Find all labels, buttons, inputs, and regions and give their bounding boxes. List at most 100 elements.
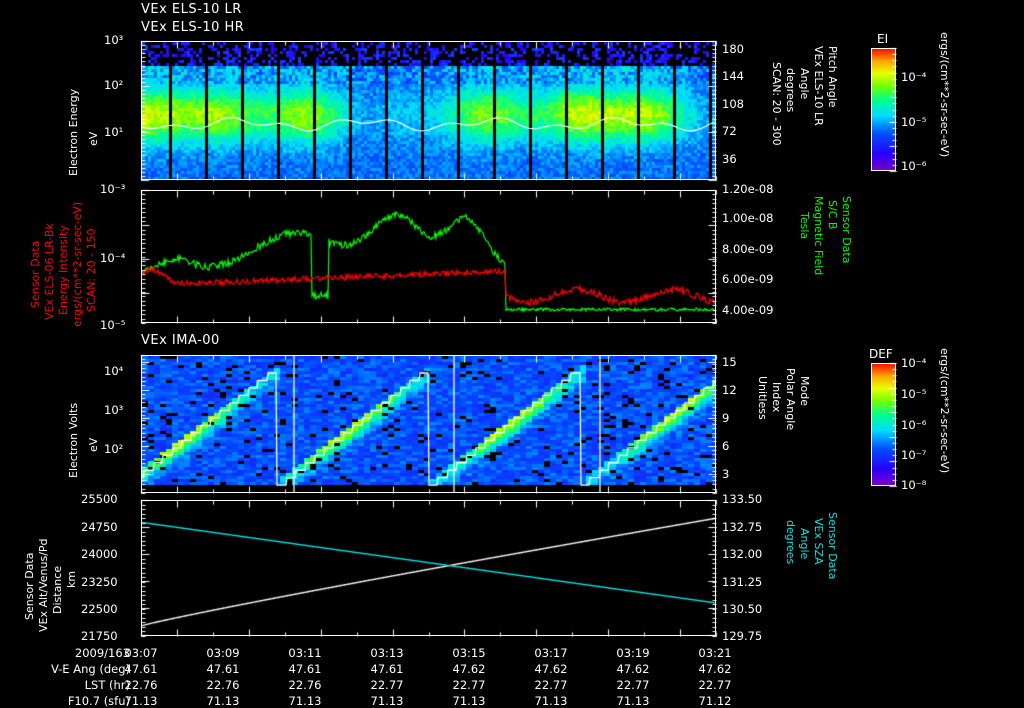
panel3-right-label-4-text: Unitless bbox=[756, 376, 769, 420]
panel3-right-label-1-text: Mode bbox=[798, 376, 811, 406]
panel1-colorbar-tick-1: 10⁻⁵ bbox=[901, 115, 927, 129]
panel1-plot-area bbox=[141, 41, 716, 180]
panel3-left-label-text: Electron Volts bbox=[67, 402, 80, 478]
panel2-right-ytick-4: 4.00e-09 bbox=[722, 303, 774, 317]
ve-ang-value-5: 47.62 bbox=[534, 662, 568, 676]
panel4-left-label-1-text: Sensor Data bbox=[23, 552, 36, 620]
ve-ang-value-2: 47.61 bbox=[288, 662, 322, 676]
panel1-right-ytick-1: 144 bbox=[722, 69, 744, 83]
panel1-right-label-2-text: VEx ELS-10 LR bbox=[812, 46, 825, 126]
xtick-5: 03:17 bbox=[534, 646, 568, 660]
panel4-right-ytick-3: 131.25 bbox=[722, 575, 763, 589]
panel3-right-ytick-1: 12 bbox=[722, 383, 737, 397]
panel4-right-label-3: Angle bbox=[798, 528, 811, 560]
xtick-6: 03:19 bbox=[616, 646, 650, 660]
panel4-left-label-3-text: Distance bbox=[51, 565, 64, 614]
panel1-right-label-4: degrees bbox=[784, 68, 797, 112]
panel3-right-label-3: Index bbox=[770, 382, 783, 412]
panel2-plot-area bbox=[141, 190, 716, 323]
ve-ang-value-4: 47.62 bbox=[452, 662, 486, 676]
panel1-ytick-2: 10¹ bbox=[104, 125, 124, 139]
panel2-right-label-3: Magnetic Field bbox=[812, 196, 825, 275]
panel4-right-label-2: VEx SZA bbox=[812, 518, 825, 565]
panel3-colorbar-tick-3: 10⁻⁷ bbox=[901, 448, 927, 462]
panel2-left-label-4: ergs/(cm**2-sr-sec-eV) bbox=[71, 201, 84, 327]
panel3-left-axis-label: Electron Volts bbox=[67, 402, 80, 478]
panel4-ytick-3: 23250 bbox=[81, 575, 118, 589]
bottom-axis-table: 2009/163 V-E Ang (deg) LST (hr) F10.7 (s… bbox=[0, 644, 1024, 708]
panel3-right-label-2: Polar Angle bbox=[784, 368, 797, 431]
panel2-left-label-5-text: SCAN: 20 - 150 bbox=[85, 228, 98, 312]
panel1-left-axis-label: Electron Energy bbox=[67, 88, 80, 176]
panel2-left-label-4-text: ergs/(cm**2-sr-sec-eV) bbox=[71, 201, 84, 327]
panel1-right-label-1-text: Pitch Angle bbox=[826, 46, 839, 108]
lst-value-7: 22.77 bbox=[698, 678, 732, 692]
lst-value-3: 22.77 bbox=[370, 678, 404, 692]
panel3-colorbar-tick-1: 10⁻⁵ bbox=[901, 387, 927, 401]
ve-ang-value-1: 47.61 bbox=[206, 662, 240, 676]
f107-value-5: 71.13 bbox=[534, 694, 568, 708]
panel3-colorbar-tick-2: 10⁻⁶ bbox=[901, 418, 927, 432]
xtick-3: 03:13 bbox=[370, 646, 404, 660]
panel4-right-label-4: degrees bbox=[784, 520, 797, 564]
panel2-ytick-1: 10⁻⁴ bbox=[100, 251, 126, 265]
panel1-right-label-3: Angle bbox=[798, 68, 811, 99]
panel1-colorbar-tick-0: 10⁻⁴ bbox=[901, 70, 927, 84]
xtick-1: 03:09 bbox=[206, 646, 240, 660]
panel2-left-label-2: VEx ELS-06 LR-Bk bbox=[43, 223, 56, 320]
panel1-left-units-text: eV bbox=[87, 131, 100, 146]
panel2-right-label-4: Tesla bbox=[798, 212, 811, 239]
panel1-right-label-1: Pitch Angle bbox=[826, 46, 839, 108]
panel4-left-label-4-text: km bbox=[65, 570, 78, 588]
lst-value-2: 22.76 bbox=[288, 678, 322, 692]
panel3-colorbar-units-text: ergs/(cm**2-sr-sec-eV) bbox=[938, 348, 951, 474]
lst-value-6: 22.77 bbox=[616, 678, 650, 692]
panel2-right-label-2-text: S/C B bbox=[826, 200, 839, 230]
panel4-right-label-1: Sensor Data bbox=[826, 512, 839, 580]
xtick-2: 03:11 bbox=[288, 646, 322, 660]
panel3-right-ytick-2: 9 bbox=[722, 411, 730, 425]
panel3-right-ytick-4: 3 bbox=[722, 467, 730, 481]
panel3-right-ytick-0: 15 bbox=[722, 355, 737, 369]
panel4-left-label-2-text: VEx Alt/Venus/Pd bbox=[37, 538, 50, 632]
panel4-left-label-2: VEx Alt/Venus/Pd bbox=[37, 538, 50, 632]
panel2-right-label-2: S/C B bbox=[826, 200, 839, 230]
lst-value-0: 22.76 bbox=[124, 678, 158, 692]
panel1-title-line1: VEx ELS-10 LR bbox=[141, 2, 242, 17]
panel3-colorbar-title: DEF bbox=[869, 347, 893, 361]
ve-ang-value-3: 47.61 bbox=[370, 662, 404, 676]
panel3-right-ytick-3: 6 bbox=[722, 439, 730, 453]
panel3-colorbar-tick-4: 10⁻⁸ bbox=[901, 478, 927, 492]
f107-value-2: 71.13 bbox=[288, 694, 322, 708]
panel4-ytick-1: 24750 bbox=[81, 520, 118, 534]
panel1-colorbar-units: ergs/(cm**2-sr-sec-eV) bbox=[938, 32, 951, 157]
panel4-right-label-1-text: Sensor Data bbox=[826, 512, 839, 580]
panel2-ytick-2: 10⁻⁵ bbox=[100, 318, 126, 332]
xtick-4: 03:15 bbox=[452, 646, 486, 660]
panel4-ytick-4: 22500 bbox=[81, 602, 118, 616]
panel3-right-label-2-text: Polar Angle bbox=[784, 368, 797, 431]
f107-value-4: 71.13 bbox=[452, 694, 486, 708]
panel3-right-label-4: Unitless bbox=[756, 376, 769, 420]
panel3-colorbar-units: ergs/(cm**2-sr-sec-eV) bbox=[938, 348, 951, 474]
panel3-ytick-0: 10⁴ bbox=[104, 364, 124, 378]
panel2-right-ytick-2: 8.00e-09 bbox=[722, 242, 774, 256]
panel3-ytick-2: 10² bbox=[104, 442, 124, 456]
panel4-right-ytick-5: 129.75 bbox=[722, 629, 763, 643]
panel1-left-label-text: Electron Energy bbox=[67, 88, 80, 176]
panel4-right-ytick-2: 132.00 bbox=[722, 547, 763, 561]
f107-value-7: 71.12 bbox=[698, 694, 732, 708]
f107-value-0: 71.13 bbox=[124, 694, 158, 708]
panel2-right-ytick-1: 1.00e-08 bbox=[722, 211, 774, 225]
panel1-colorbar bbox=[871, 48, 896, 171]
panel1-right-ytick-2: 108 bbox=[722, 97, 744, 111]
panel1-right-label-5-text: SCAN: 20 - 300 bbox=[770, 62, 783, 146]
panel1-title-line2: VEx ELS-10 HR bbox=[141, 20, 245, 35]
panel3-ytick-1: 10³ bbox=[104, 403, 124, 417]
panel3-right-label-1: Mode bbox=[798, 376, 811, 406]
panel4-right-label-2-text: VEx SZA bbox=[812, 518, 825, 565]
panel2-ytick-0: 10⁻³ bbox=[100, 182, 126, 196]
panel4-right-label-3-text: Angle bbox=[798, 528, 811, 560]
panel1-right-label-5: SCAN: 20 - 300 bbox=[770, 62, 783, 146]
f107-value-3: 71.13 bbox=[370, 694, 404, 708]
